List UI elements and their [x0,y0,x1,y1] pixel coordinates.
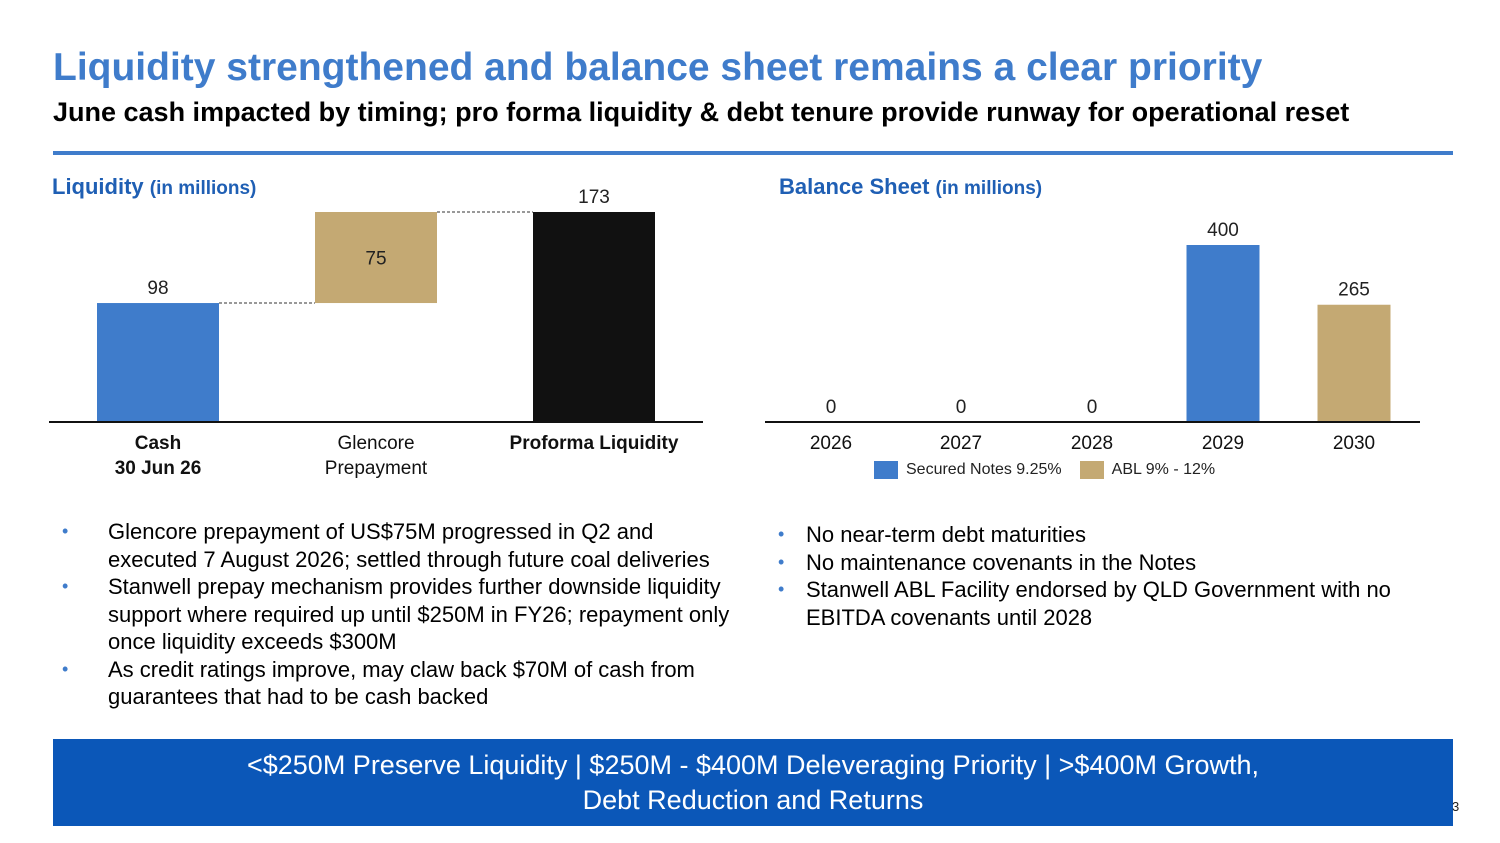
title-divider [53,151,1453,155]
x-tick-label: Prepayment [325,458,428,479]
balance-sheet-heading: Balance Sheet (in millions) [779,174,1042,200]
liquidity-heading-unit: (in millions) [149,178,257,199]
maturity-bar [1317,304,1391,422]
balance-sheet-bullet-list: • No near-term debt maturities • No mainte… [778,521,1456,631]
banner-line-2: Debt Reduction and Returns [582,785,924,815]
liquidity-heading-label: Liquidity [52,174,144,199]
x-tick-label: 2029 [1202,433,1244,454]
debt-maturity-chart: 0 2026 0 2027 0 2028 400 2029 265 2030 [765,220,1420,454]
bullet-dot-icon: • [62,576,69,596]
waterfall-bar [533,212,655,422]
page-subtitle: June cash impacted by timing; pro forma … [53,97,1350,127]
maturity-bar [1186,245,1260,422]
legend-item-abl: ABL 9% - 12% [1079,461,1216,479]
bullet-text: As credit ratings improve, may claw back… [108,656,695,710]
liquidity-heading: Liquidity (in millions) [52,174,256,200]
bullet-text: No maintenance covenants in the Notes [806,549,1197,575]
list-item: • No near-term debt maturities [778,521,1456,549]
bullet-dot-icon: • [778,551,785,572]
x-tick-label: 2027 [940,433,982,454]
list-item: • Stanwell prepay mechanism provides furt… [62,573,748,656]
x-tick-label: 2030 [1333,433,1375,454]
bullet-dot-icon: • [62,658,69,679]
bar-value-label: 0 [1087,397,1098,418]
liquidity-bullet-list: • Glencore prepayment of US$75M progresse… [62,518,748,711]
balance-sheet-heading-unit: (in millions) [935,178,1043,199]
bar-value-label: 173 [578,187,610,208]
capital-allocation-banner: <$250M Preserve Liquidity | $250M - $400… [53,739,1453,826]
bar-value-label: 0 [826,397,837,418]
bar-value-label: 0 [956,397,967,418]
bullet-text: No near-term debt maturities [806,522,1086,547]
list-item: • Glencore prepayment of US$75M progresse… [62,518,748,573]
list-item: • No maintenance covenants in the Notes [778,549,1456,577]
debt-maturity-legend: Secured Notes 9.25% ABL 9% - 12% [874,460,1233,480]
x-tick-label: Glencore [337,433,414,454]
waterfall-bar [315,212,437,304]
x-tick-label: 2026 [810,433,852,454]
legend-label-abl: ABL 9% - 12% [1111,461,1216,478]
legend-label-secured-notes: Secured Notes 9.25% [906,461,1062,478]
bar-value-label: 98 [147,278,168,299]
bullet-text: Glencore prepayment of US$75M progressed… [108,519,710,572]
liquidity-waterfall-chart: 98 75 173 Cash 30 Jun 26 Glencore Prepayment Pr… [49,187,703,479]
bullet-dot-icon: • [62,521,69,541]
legend-item-secured-notes: Secured Notes 9.25% [874,461,1062,479]
bullet-dot-icon: • [778,524,785,544]
list-item: • Stanwell ABL Facility endorsed by QLD G… [778,576,1456,631]
x-tick-label: Cash [135,433,181,454]
bar-value-label: 400 [1207,220,1239,241]
waterfall-bar [97,303,219,422]
bullet-text: Stanwell prepay mechanism provides furth… [108,574,730,654]
legend-swatch-abl [1079,461,1104,479]
bullet-dot-icon: • [778,579,785,599]
x-tick-label: Proforma Liquidity [510,433,679,454]
x-tick-label: 2028 [1071,433,1113,454]
bar-value-label: 265 [1338,280,1370,301]
bar-value-label: 75 [365,249,386,270]
balance-sheet-heading-label: Balance Sheet [779,174,930,199]
page-number: 3 [1452,799,1460,814]
banner-line-1: <$250M Preserve Liquidity | $250M - $400… [246,750,1260,780]
legend-swatch-secured-notes [874,461,898,479]
bullet-text: Stanwell ABL Facility endorsed by QLD Go… [806,577,1391,630]
x-tick-label: 30 Jun 26 [115,458,202,479]
page-title: Liquidity strengthened and balance sheet… [53,46,1263,89]
list-item: • As credit ratings improve, may claw bac… [62,656,748,711]
